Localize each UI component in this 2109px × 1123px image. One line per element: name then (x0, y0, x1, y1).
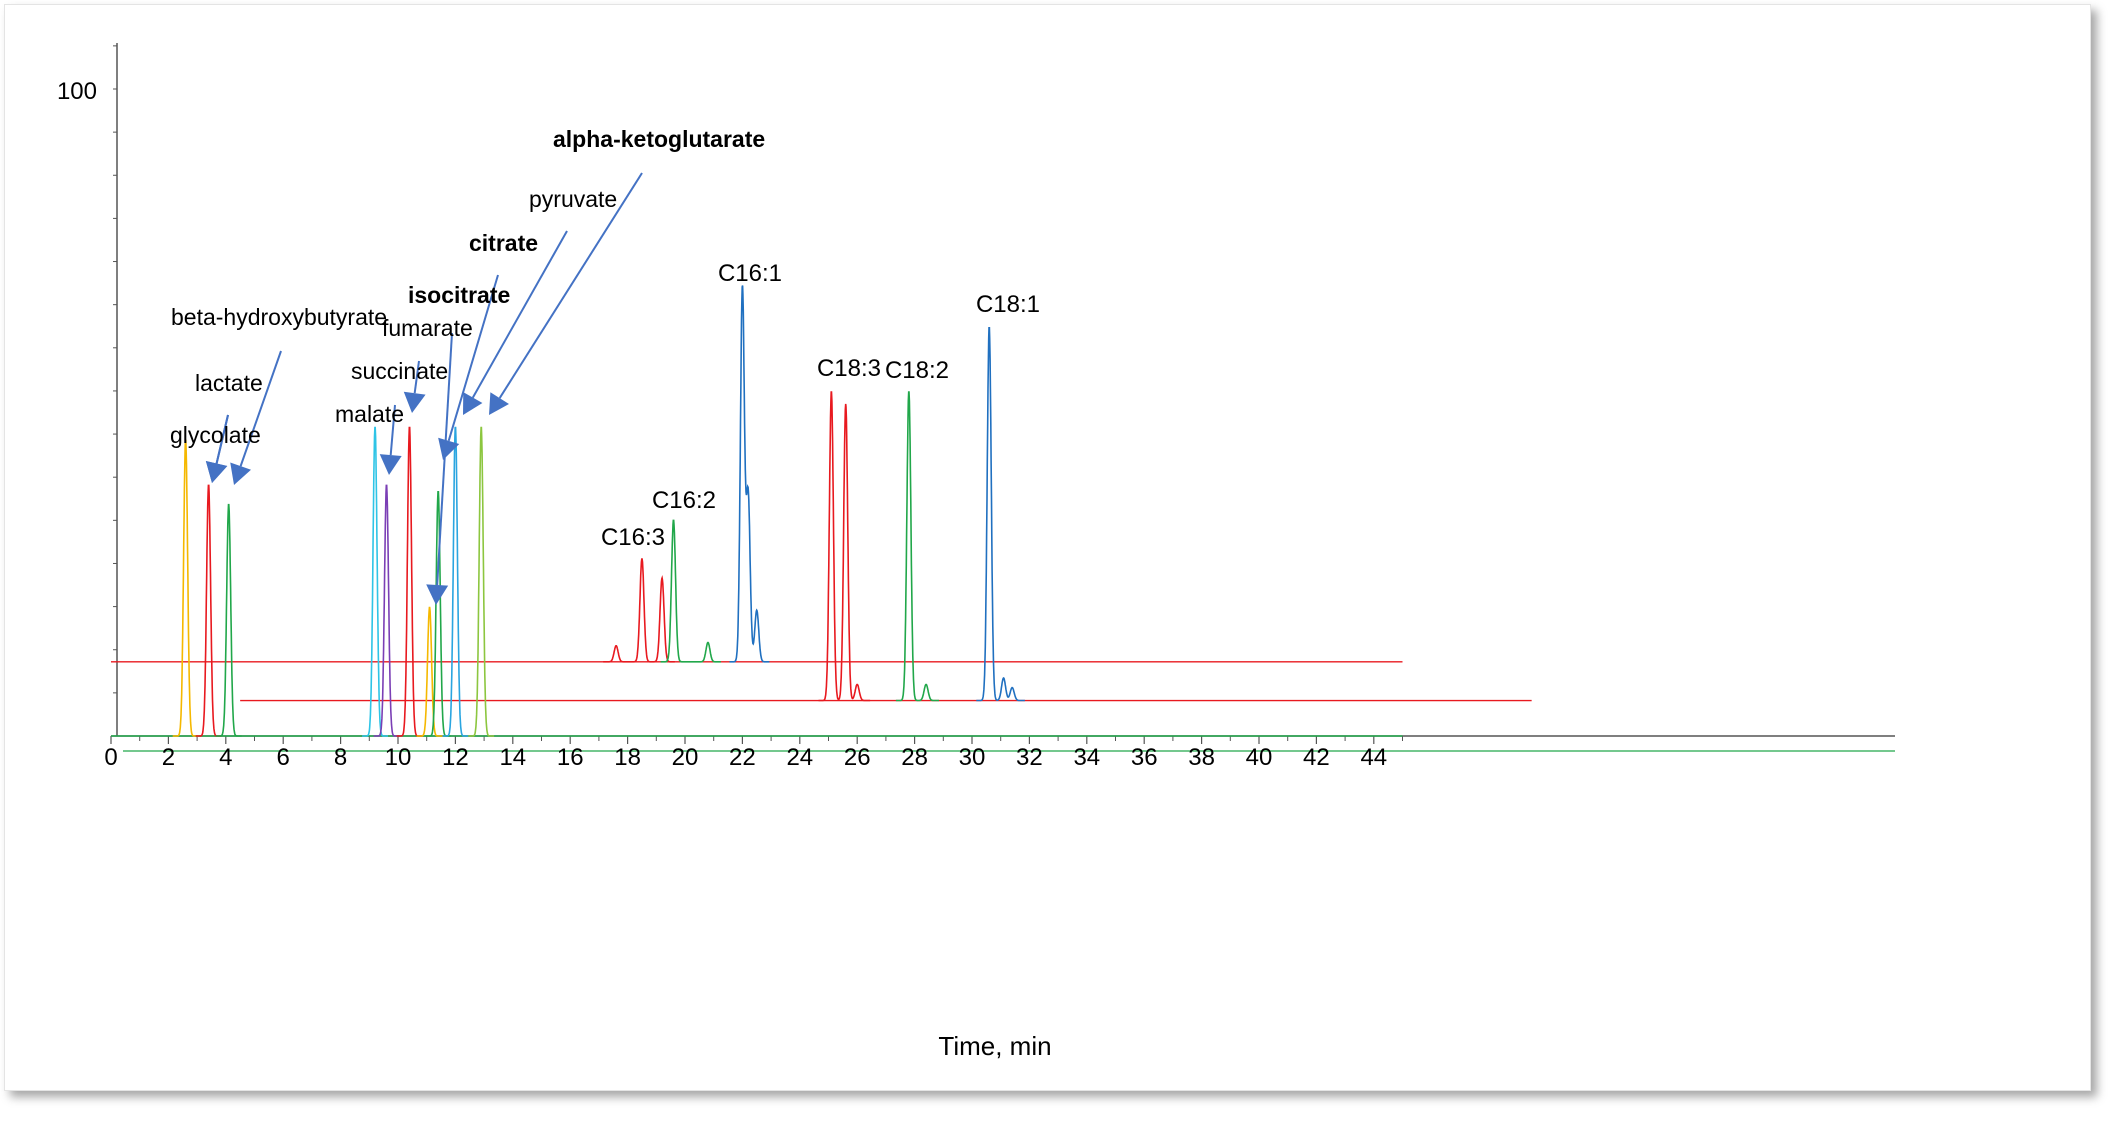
annotation-arrow (498, 172, 643, 399)
annotation-arrowhead (463, 392, 483, 415)
compound-label: glycolate (170, 422, 261, 448)
chromatogram-trace (396, 426, 423, 737)
y-tick-label-100: 100 (57, 78, 97, 105)
compound-label: pyruvate (529, 186, 617, 212)
annotation-arrowhead (489, 392, 509, 415)
annotation-arrowhead (438, 437, 460, 460)
chromatogram-trace (729, 285, 770, 663)
annotation-arrowhead (403, 391, 426, 413)
chromatogram-trace (172, 439, 199, 737)
annotation-arrow (239, 350, 282, 467)
x-tick-label: 2 (162, 744, 175, 771)
x-tick-label: 16 (557, 744, 584, 771)
chromatogram-trace (976, 327, 1025, 702)
chromatogram-trace (442, 426, 469, 737)
compound-label: succinate (351, 358, 448, 384)
annotation-arrow (413, 360, 420, 394)
compound-label: alpha-ketoglutarate (553, 126, 765, 152)
x-tick-label: 42 (1303, 744, 1330, 771)
annotation-arrow (447, 274, 499, 442)
x-tick-label: 22 (729, 744, 756, 771)
x-tick-label: 28 (901, 744, 928, 771)
annotation-arrowhead (230, 462, 251, 485)
annotation-arrowhead (426, 584, 449, 605)
peak-label: C16:1 (718, 260, 782, 287)
compound-label: lactate (195, 370, 263, 396)
chromatogram-chart: Time, min 100 0 2 4 6 8 10 12 14 16 18 20 22 24 26 28 3… (57, 43, 1895, 1061)
annotation-arrow (389, 404, 396, 456)
chromatogram-trace (660, 519, 721, 663)
x-tick-label: 6 (277, 744, 290, 771)
peak-label: C18:1 (976, 291, 1040, 318)
x-tick-label: 44 (1360, 744, 1387, 771)
peak-label: C16:3 (601, 524, 665, 551)
x-tick-label: 14 (499, 744, 526, 771)
compound-label: isocitrate (408, 282, 510, 308)
chromatogram-trace (818, 391, 871, 702)
x-tick-label: 32 (1016, 744, 1043, 771)
x-tick-label: 4 (219, 744, 232, 771)
x-tick-label: 40 (1246, 744, 1273, 771)
x-tick-label: 8 (334, 744, 347, 771)
peak-label: C18:2 (885, 357, 949, 384)
x-tick-label: 0 (104, 744, 117, 771)
x-tick-label: 12 (442, 744, 469, 771)
chromatogram-trace (603, 558, 675, 663)
traces-layer (111, 285, 1895, 752)
peak-label: C18:3 (817, 355, 881, 382)
chromatogram-trace (416, 606, 443, 737)
x-tick-label: 24 (786, 744, 813, 771)
chromatogram-trace (362, 426, 388, 737)
compound-label: beta-hydroxybutyrate (171, 304, 387, 330)
x-tick-label: 36 (1131, 744, 1158, 771)
annotation-arrow (436, 332, 453, 586)
peak-label: C16:2 (652, 487, 716, 514)
x-tick-label: 38 (1188, 744, 1215, 771)
chromatogram-trace (195, 484, 222, 737)
compound-label: fumarate (382, 315, 473, 341)
x-tick-label: 18 (614, 744, 641, 771)
chromatogram-trace (895, 391, 939, 702)
x-tick-label: 20 (672, 744, 699, 771)
chromatogram-trace (468, 426, 495, 737)
annotation-arrow (471, 230, 568, 399)
figure-frame: Time, min 100 0 2 4 6 8 10 12 14 16 18 20 22 24 26 28 3… (4, 4, 2091, 1091)
annotation-arrow (215, 414, 229, 464)
arrows-layer (205, 172, 643, 605)
x-tick-label: 34 (1073, 744, 1100, 771)
annotation-arrowhead (379, 454, 402, 475)
chromatogram-trace (215, 503, 242, 737)
labels-layer: Time, min 100 0 2 4 6 8 10 12 14 16 18 20 22 24 26 28 3… (57, 78, 1387, 1061)
x-axis-title: Time, min (938, 1031, 1051, 1061)
compound-label: malate (335, 401, 404, 427)
x-tick-label: 30 (959, 744, 986, 771)
compound-label: citrate (469, 230, 538, 256)
annotation-arrowhead (205, 461, 228, 483)
x-tick-label: 10 (385, 744, 412, 771)
chromatogram-trace (373, 484, 400, 737)
x-tick-label: 26 (844, 744, 871, 771)
